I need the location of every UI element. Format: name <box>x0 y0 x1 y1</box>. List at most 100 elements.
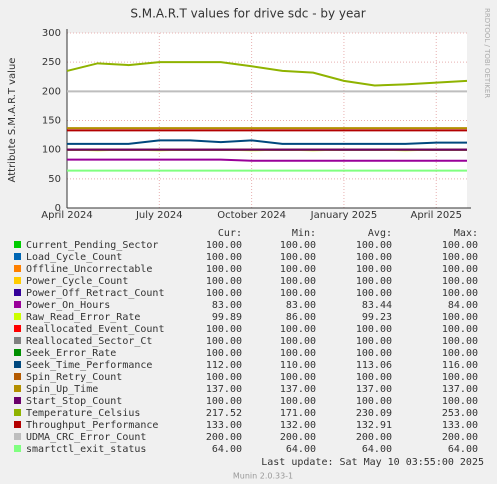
legend-stat: 100.00 <box>442 312 478 323</box>
legend-stat: 253.00 <box>442 408 478 419</box>
legend-entry: Raw_Read_Error_Rate <box>26 312 140 323</box>
legend-stat: 100.00 <box>206 324 242 335</box>
version: Munin 2.0.33-1 <box>233 472 293 481</box>
legend-entry: Current_Pending_Sector <box>26 240 158 251</box>
legend-stat: 100.00 <box>206 336 242 347</box>
legend-swatch <box>14 373 21 380</box>
legend-entry: smartctl_exit_status <box>26 444 146 455</box>
legend-swatch <box>14 445 21 452</box>
series-line <box>66 61 468 87</box>
legend-stat: 100.00 <box>280 324 316 335</box>
legend-swatch <box>14 409 21 416</box>
legend-swatch <box>14 421 21 428</box>
legend-entry: Temperature_Celsius <box>26 408 140 419</box>
legend-stat: 171.00 <box>280 408 316 419</box>
legend-stat: 100.00 <box>206 348 242 359</box>
legend-stat: 100.00 <box>280 396 316 407</box>
legend-entry: Reallocated_Sector_Ct <box>26 336 152 347</box>
legend-entry: Start_Stop_Count <box>26 396 122 407</box>
legend-stat: 100.00 <box>356 240 392 251</box>
legend-stat: 83.00 <box>212 300 242 311</box>
legend-swatch <box>14 349 21 356</box>
legend-entry: Seek_Error_Rate <box>26 348 116 359</box>
y-axis-label: Attribute S.M.A.R.T value <box>7 58 18 183</box>
legend-swatch <box>14 253 21 260</box>
legend-header: Cur: <box>218 228 242 239</box>
legend-stat: 100.00 <box>356 252 392 263</box>
legend-stat: 116.00 <box>442 360 478 371</box>
legend-stat: 100.00 <box>442 348 478 359</box>
chart-title: S.M.A.R.T values for drive sdc - by year <box>130 7 365 21</box>
legend-stat: 133.00 <box>206 420 242 431</box>
legend-swatch <box>14 313 21 320</box>
legend-stat: 200.00 <box>206 432 242 443</box>
legend-stat: 100.00 <box>280 240 316 251</box>
legend-stat: 100.00 <box>356 264 392 275</box>
legend-entry: Reallocated_Event_Count <box>26 324 164 335</box>
legend-swatch <box>14 301 21 308</box>
legend-stat: 100.00 <box>280 348 316 359</box>
series-line <box>67 139 467 145</box>
y-tick-label: 300 <box>42 28 61 39</box>
legend-stat: 217.52 <box>206 408 242 419</box>
legend-header: Max: <box>454 228 478 239</box>
legend-entry: Spin_Retry_Count <box>26 372 122 383</box>
legend-stat: 100.00 <box>206 288 242 299</box>
legend-stat: 100.00 <box>356 396 392 407</box>
legend-swatch <box>14 433 21 440</box>
legend-stat: 110.00 <box>280 360 316 371</box>
y-tick-label: 150 <box>42 116 61 127</box>
legend-stat: 100.00 <box>356 348 392 359</box>
legend-header: Avg: <box>368 228 392 239</box>
legend-swatch <box>14 397 21 404</box>
legend-stat: 100.00 <box>280 276 316 287</box>
legend-stat: 100.00 <box>356 372 392 383</box>
legend-swatch <box>14 265 21 272</box>
legend-swatch <box>14 337 21 344</box>
legend-stat: 100.00 <box>356 336 392 347</box>
legend-stat: 64.00 <box>448 444 478 455</box>
legend-stat: 100.00 <box>442 324 478 335</box>
legend-stat: 100.00 <box>280 372 316 383</box>
legend-swatch <box>14 325 21 332</box>
legend-entry: Offline_Uncorrectable <box>26 264 152 275</box>
legend-stat: 132.91 <box>356 420 392 431</box>
legend-stat: 100.00 <box>442 276 478 287</box>
legend-stat: 100.00 <box>206 372 242 383</box>
legend-entry: Load_Cycle_Count <box>26 252 122 263</box>
watermark: RRDTOOL / TOBI OETIKER <box>483 8 491 98</box>
last-update: Last update: Sat May 10 03:55:00 2025 <box>261 457 484 468</box>
legend-stat: 100.00 <box>280 264 316 275</box>
x-tick-label: January 2025 <box>310 210 378 221</box>
legend-stat: 100.00 <box>206 276 242 287</box>
legend-stat: 132.00 <box>280 420 316 431</box>
legend-stat: 84.00 <box>448 300 478 311</box>
legend-stat: 100.00 <box>442 372 478 383</box>
legend-stat: 83.00 <box>286 300 316 311</box>
legend-stat: 137.00 <box>280 384 316 395</box>
legend-entry: Power_Off_Retract_Count <box>26 288 164 299</box>
x-tick-label: July 2024 <box>135 210 183 221</box>
legend-stat: 100.00 <box>442 264 478 275</box>
legend-stat: 83.44 <box>362 300 392 311</box>
legend-stat: 100.00 <box>356 288 392 299</box>
legend-stat: 100.00 <box>356 276 392 287</box>
legend-entry: Seek_Time_Performance <box>26 360 152 371</box>
y-tick-label: 50 <box>48 174 61 185</box>
legend-stat: 100.00 <box>206 264 242 275</box>
legend-stat: 200.00 <box>356 432 392 443</box>
legend-stat: 113.06 <box>356 360 392 371</box>
legend-stat: 112.00 <box>206 360 242 371</box>
legend-stat: 100.00 <box>280 288 316 299</box>
legend-entry: UDMA_CRC_Error_Count <box>26 432 146 443</box>
x-tick-label: April 2024 <box>41 210 92 221</box>
legend-stat: 200.00 <box>280 432 316 443</box>
y-tick-label: 250 <box>42 57 61 68</box>
y-tick-label: 200 <box>42 86 61 97</box>
legend-stat: 137.00 <box>356 384 392 395</box>
legend-stat: 100.00 <box>442 288 478 299</box>
legend-stat: 100.00 <box>206 396 242 407</box>
legend-swatch <box>14 277 21 284</box>
legend-stat: 64.00 <box>212 444 242 455</box>
legend-header: Min: <box>292 228 316 239</box>
